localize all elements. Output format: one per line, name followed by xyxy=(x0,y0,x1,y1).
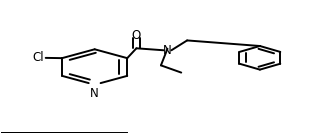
Text: N: N xyxy=(90,87,99,100)
Text: O: O xyxy=(132,29,141,42)
Text: N: N xyxy=(163,44,172,57)
Text: Cl: Cl xyxy=(33,51,44,64)
